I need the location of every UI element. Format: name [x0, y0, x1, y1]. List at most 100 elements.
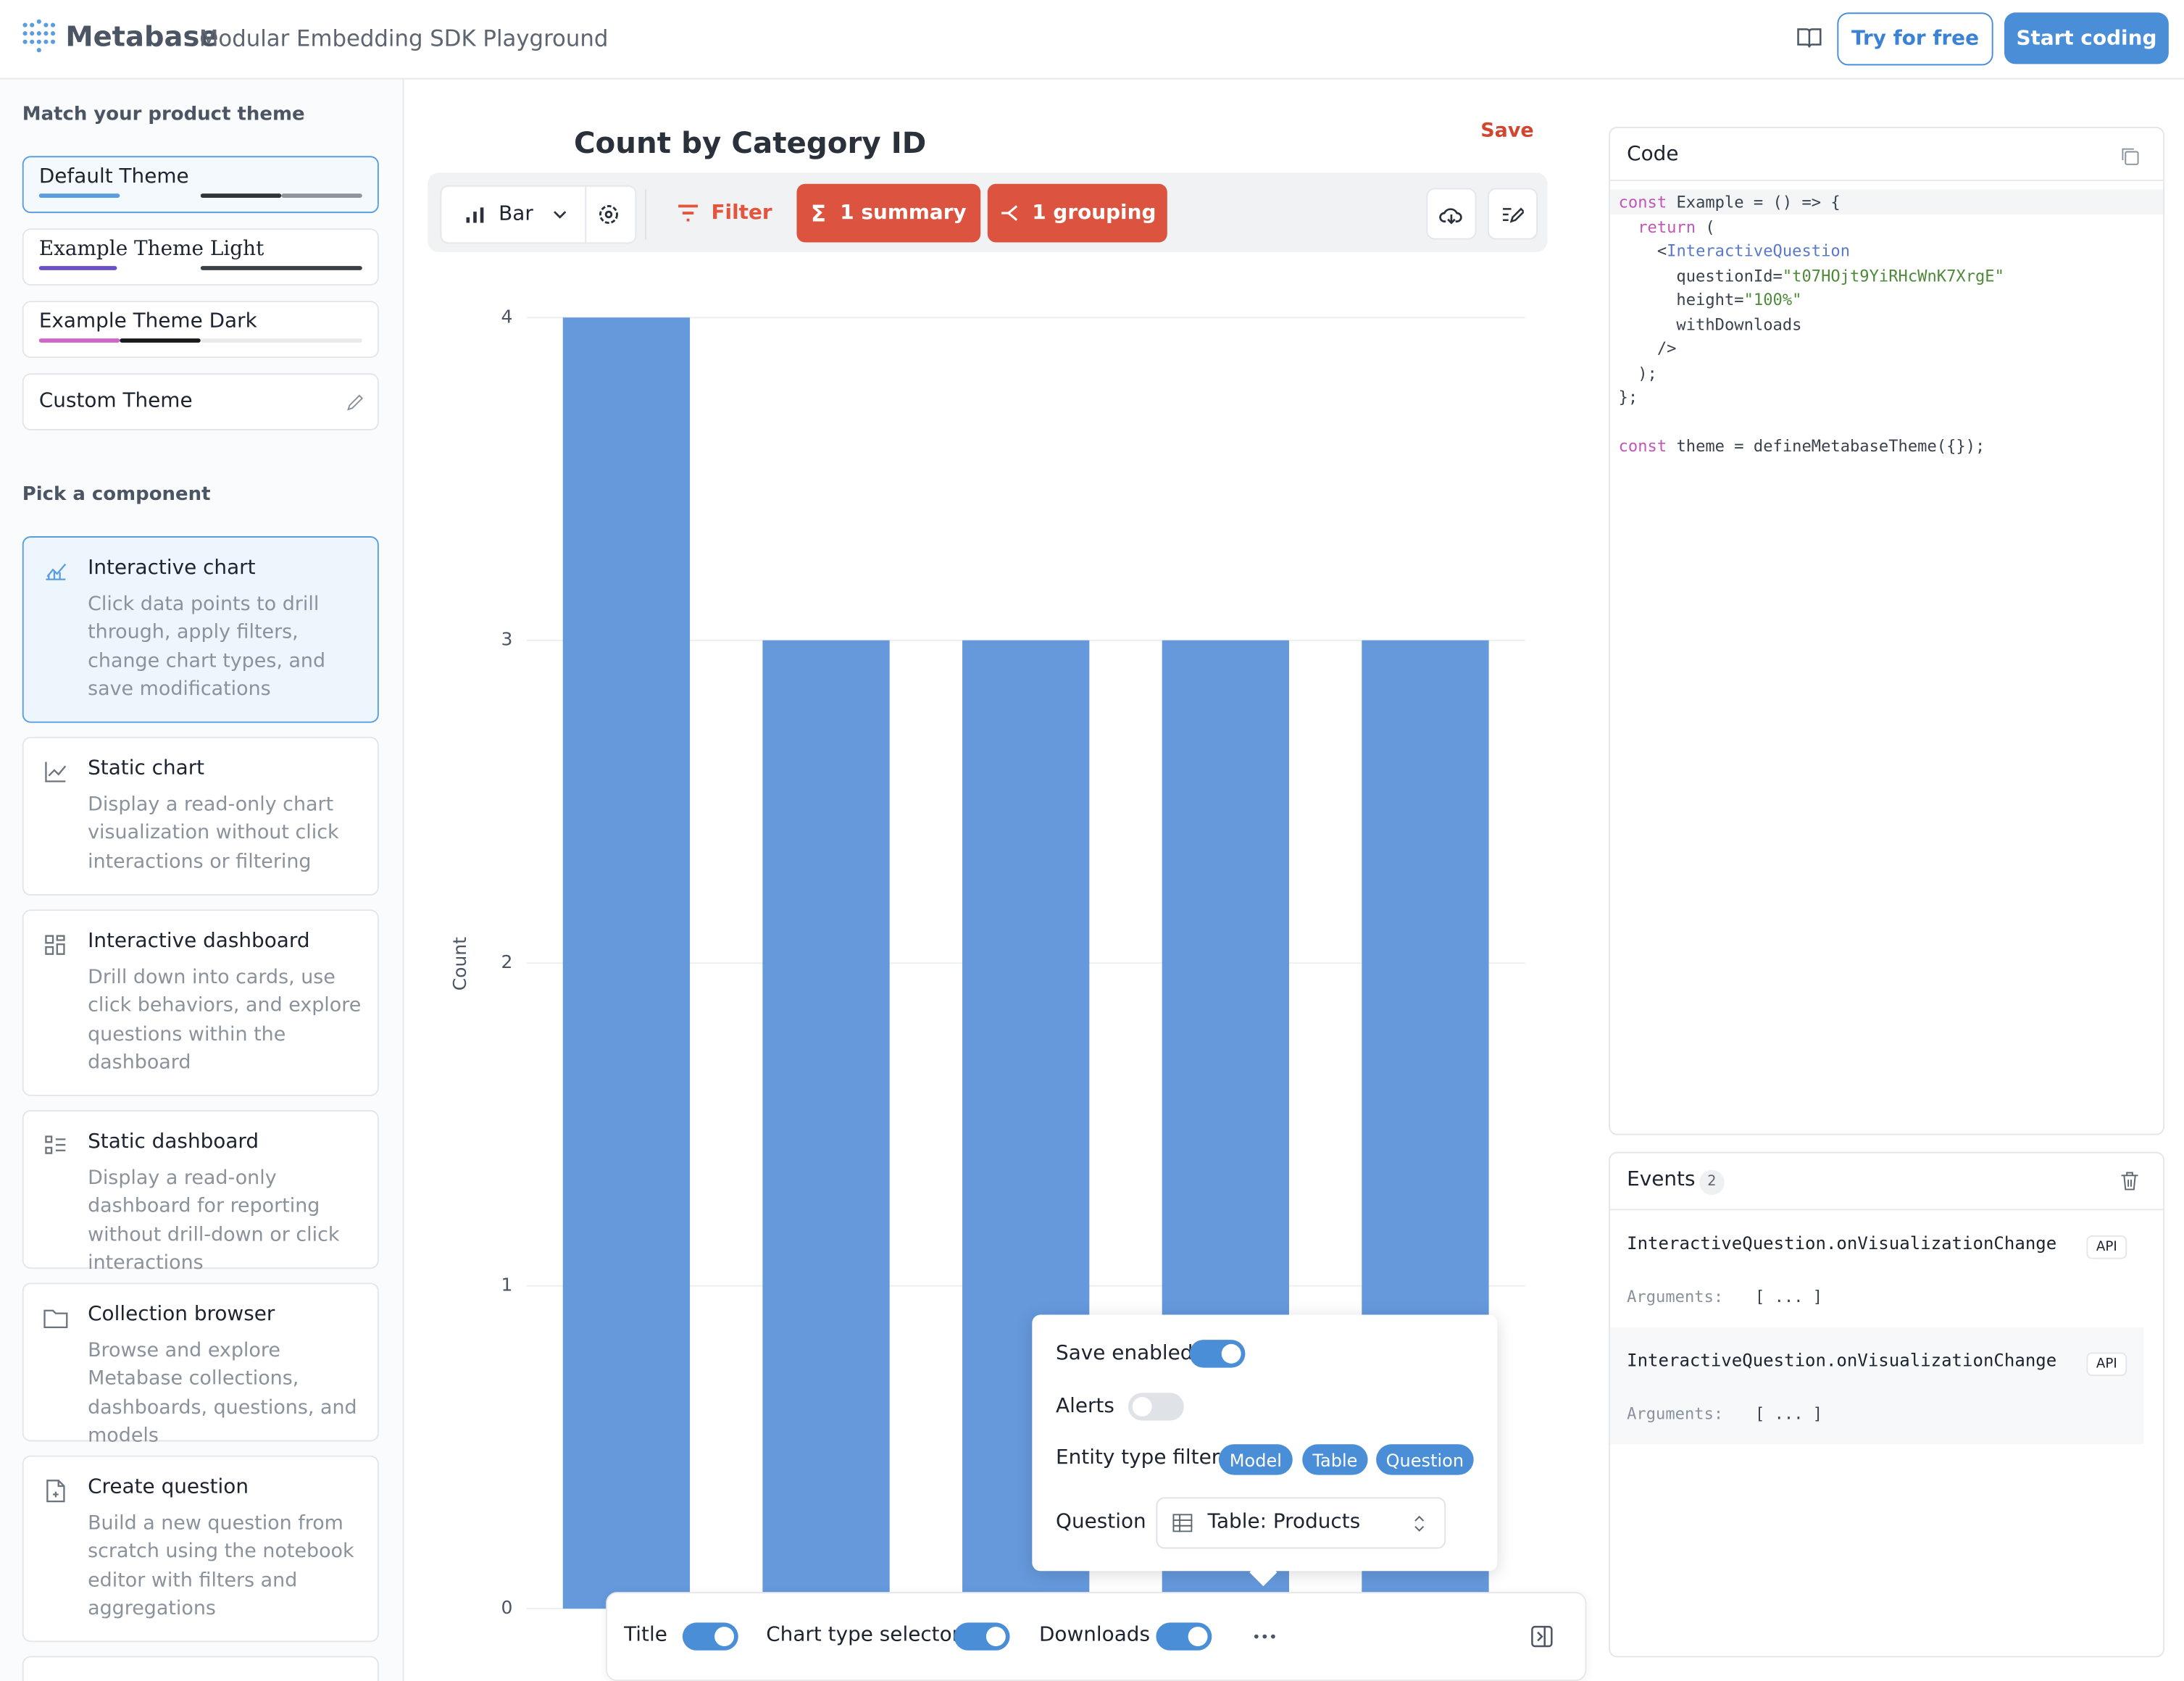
code-line: withDownloads: [1619, 313, 2004, 338]
option-label: Entity type filter: [1056, 1447, 1220, 1469]
chart-type-button[interactable]: Bar: [440, 185, 637, 244]
component-icon: [45, 762, 67, 783]
bar[interactable]: [762, 640, 890, 1609]
component-description: Browse and explore Metabase collections,…: [88, 1340, 357, 1447]
component-card[interactable]: [22, 1656, 379, 1681]
section-heading: Pick a component: [22, 483, 211, 506]
y-tick-label: 0: [501, 1597, 512, 1618]
theme-option[interactable]: Custom Theme: [22, 373, 379, 430]
download-button[interactable]: [1426, 188, 1477, 240]
toggle[interactable]: [1189, 1340, 1246, 1368]
code-token: );: [1618, 362, 1657, 383]
code-token: return: [1618, 216, 1696, 236]
panel-button[interactable]: [1530, 1625, 1553, 1648]
icon-path: [45, 1135, 66, 1154]
more-button[interactable]: [1254, 1632, 1276, 1641]
event-name: InteractiveQuestion.onVisualizationChang…: [1627, 1349, 2057, 1371]
toggle[interactable]: [1128, 1393, 1184, 1421]
save-button[interactable]: Save: [1480, 120, 1534, 143]
code-line: return (: [1619, 215, 2004, 240]
code-token: theme = defineMetabaseTheme({});: [1667, 435, 1985, 456]
code-token: "t07HOjt9YiRHcWnK7XrgE": [1782, 265, 2004, 285]
arguments-label: Arguments:: [1627, 1287, 1724, 1307]
icon-path: [45, 935, 65, 955]
component-icon: [46, 1480, 65, 1503]
component-icon: [45, 935, 65, 955]
theme-name: Custom Theme: [38, 390, 193, 412]
theme-option[interactable]: Example Theme Dark: [22, 301, 379, 359]
y-tick-label: 4: [501, 306, 512, 327]
code-token: InteractiveQuestion: [1667, 241, 1851, 261]
bar[interactable]: [562, 317, 691, 1609]
code-token: height=: [1618, 289, 1744, 309]
component-description: Display a read-only dashboard for report…: [88, 1167, 340, 1275]
code-line: };: [1619, 385, 2004, 410]
code-line: questionId="t07HOjt9YiRHcWnK7XrgE": [1619, 264, 2004, 288]
component-card[interactable]: Interactive dashboard Drill down into car…: [22, 909, 379, 1096]
logo-text: Metabase: [65, 19, 219, 54]
component-title: Interactive dashboard: [88, 930, 310, 953]
edit-icon: [347, 394, 364, 411]
toggle[interactable]: [954, 1622, 1010, 1651]
entity-pill[interactable]: Question: [1376, 1444, 1474, 1475]
component-icon: [43, 1309, 68, 1329]
option-label: Save enabled: [1056, 1342, 1193, 1365]
arguments-label: Arguments:: [1627, 1403, 1724, 1424]
grouping-button[interactable]: 1 grouping: [987, 183, 1167, 243]
code-token: <: [1618, 241, 1667, 261]
component-card[interactable]: Static chart Display a read-only chart vi…: [22, 736, 379, 896]
filter-button[interactable]: Filter: [669, 185, 780, 241]
notebook-button[interactable]: [1487, 188, 1538, 240]
component-description: Click data points to drill through, appl…: [88, 593, 326, 701]
code-token: Example = () => {: [1667, 192, 1841, 212]
component-title: Create question: [88, 1476, 249, 1499]
toggle-label: Chart type selector: [766, 1624, 961, 1647]
component-description: Display a read-only chart visualization …: [88, 793, 339, 873]
api-link[interactable]: API: [2086, 1352, 2127, 1377]
copy-button[interactable]: [2120, 146, 2140, 166]
toggle[interactable]: [682, 1622, 738, 1651]
divider: [644, 189, 646, 240]
y-tick-label: 1: [501, 1275, 512, 1296]
code-token: const: [1618, 192, 1667, 212]
arguments-value: [ ... ]: [1754, 1287, 1823, 1307]
component-card[interactable]: Interactive chart Click data points to dr…: [22, 536, 379, 723]
component-card[interactable]: Create question Build a new question from…: [22, 1455, 379, 1643]
y-axis-label: Count: [449, 937, 470, 990]
code-line: );: [1619, 362, 2004, 386]
toggle-label: Downloads: [1038, 1624, 1151, 1647]
event-count: 2: [1699, 1169, 1725, 1196]
try-button[interactable]: Try for free: [1837, 12, 1993, 66]
theme-option[interactable]: Example Theme Light: [22, 228, 379, 286]
option-label: Question: [1056, 1511, 1146, 1534]
start-button[interactable]: Start coding: [2004, 12, 2169, 64]
code-line: height="100%": [1619, 288, 2004, 313]
component-description: Drill down into cards, use click behavio…: [88, 966, 362, 1074]
entity-pill[interactable]: Table: [1302, 1444, 1368, 1475]
code-token: questionId=: [1618, 265, 1783, 285]
component-card[interactable]: Static dashboard Display a read-only dash…: [22, 1109, 379, 1275]
theme-name: Example Theme Dark: [38, 310, 257, 333]
component-card[interactable]: Collection browser Browse and explore Met…: [22, 1282, 379, 1447]
api-link[interactable]: API: [2086, 1235, 2127, 1259]
chart-type-label: Bar: [499, 203, 533, 226]
panel-title: Code: [1627, 143, 1679, 166]
docs-icon[interactable]: [1797, 27, 1822, 49]
code-line: <InteractiveQuestion: [1619, 240, 2004, 264]
events-panel: Events 2 InteractiveQuestion.onVisualiza…: [1609, 1151, 2165, 1658]
panel-title: Events: [1627, 1168, 1696, 1191]
toggle[interactable]: [1156, 1622, 1212, 1651]
y-tick-label: 3: [501, 629, 512, 650]
entity-pill[interactable]: Model: [1218, 1444, 1293, 1475]
theme-option[interactable]: Default Theme: [22, 156, 379, 214]
question-select[interactable]: Table: Products: [1156, 1497, 1446, 1549]
clear-button[interactable]: [2121, 1172, 2138, 1191]
icon-path: [45, 762, 67, 783]
code-token: />: [1618, 338, 1677, 359]
event-row: InteractiveQuestion.onVisualizationChang…: [1610, 1210, 2143, 1327]
chart-title: Count by Category ID: [574, 126, 926, 160]
theme-name: Example Theme Light: [38, 238, 264, 261]
